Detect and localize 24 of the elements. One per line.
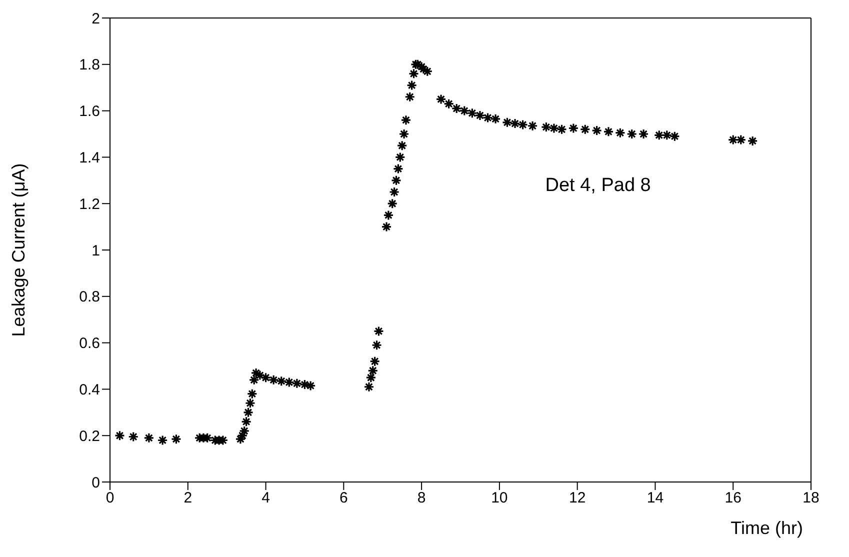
x-axis-title: Time (hr) (730, 518, 803, 538)
x-tick-label: 2 (184, 490, 192, 507)
x-tick-label: 0 (106, 490, 114, 507)
y-tick-label: 1.2 (79, 196, 100, 213)
y-tick-label: 0.4 (79, 382, 100, 399)
x-tick-label: 18 (802, 490, 820, 507)
y-tick-label: 1.8 (79, 56, 100, 74)
x-tick-label: 10 (491, 490, 508, 507)
y-tick-label: 2 (92, 10, 100, 28)
y-axis-title: Leakage Current (μA) (8, 163, 28, 337)
x-tick-label: 6 (339, 490, 348, 507)
y-tick-label: 1.6 (79, 103, 100, 120)
y-tick-label: 0.6 (79, 335, 100, 352)
y-tick-label: 0 (92, 474, 100, 492)
y-tick-label: 0.8 (79, 288, 100, 306)
x-tick-label: 16 (724, 490, 742, 507)
y-tick-label: 1 (92, 242, 100, 260)
y-tick-label: 1.4 (79, 150, 100, 167)
x-tick-label: 12 (568, 490, 586, 507)
x-tick-label: 14 (646, 490, 664, 507)
x-tick-label: 8 (417, 490, 426, 507)
y-tick-label: 0.2 (79, 428, 100, 445)
annotation: Det 4, Pad 8 (545, 174, 651, 196)
x-tick-label: 4 (262, 490, 270, 507)
